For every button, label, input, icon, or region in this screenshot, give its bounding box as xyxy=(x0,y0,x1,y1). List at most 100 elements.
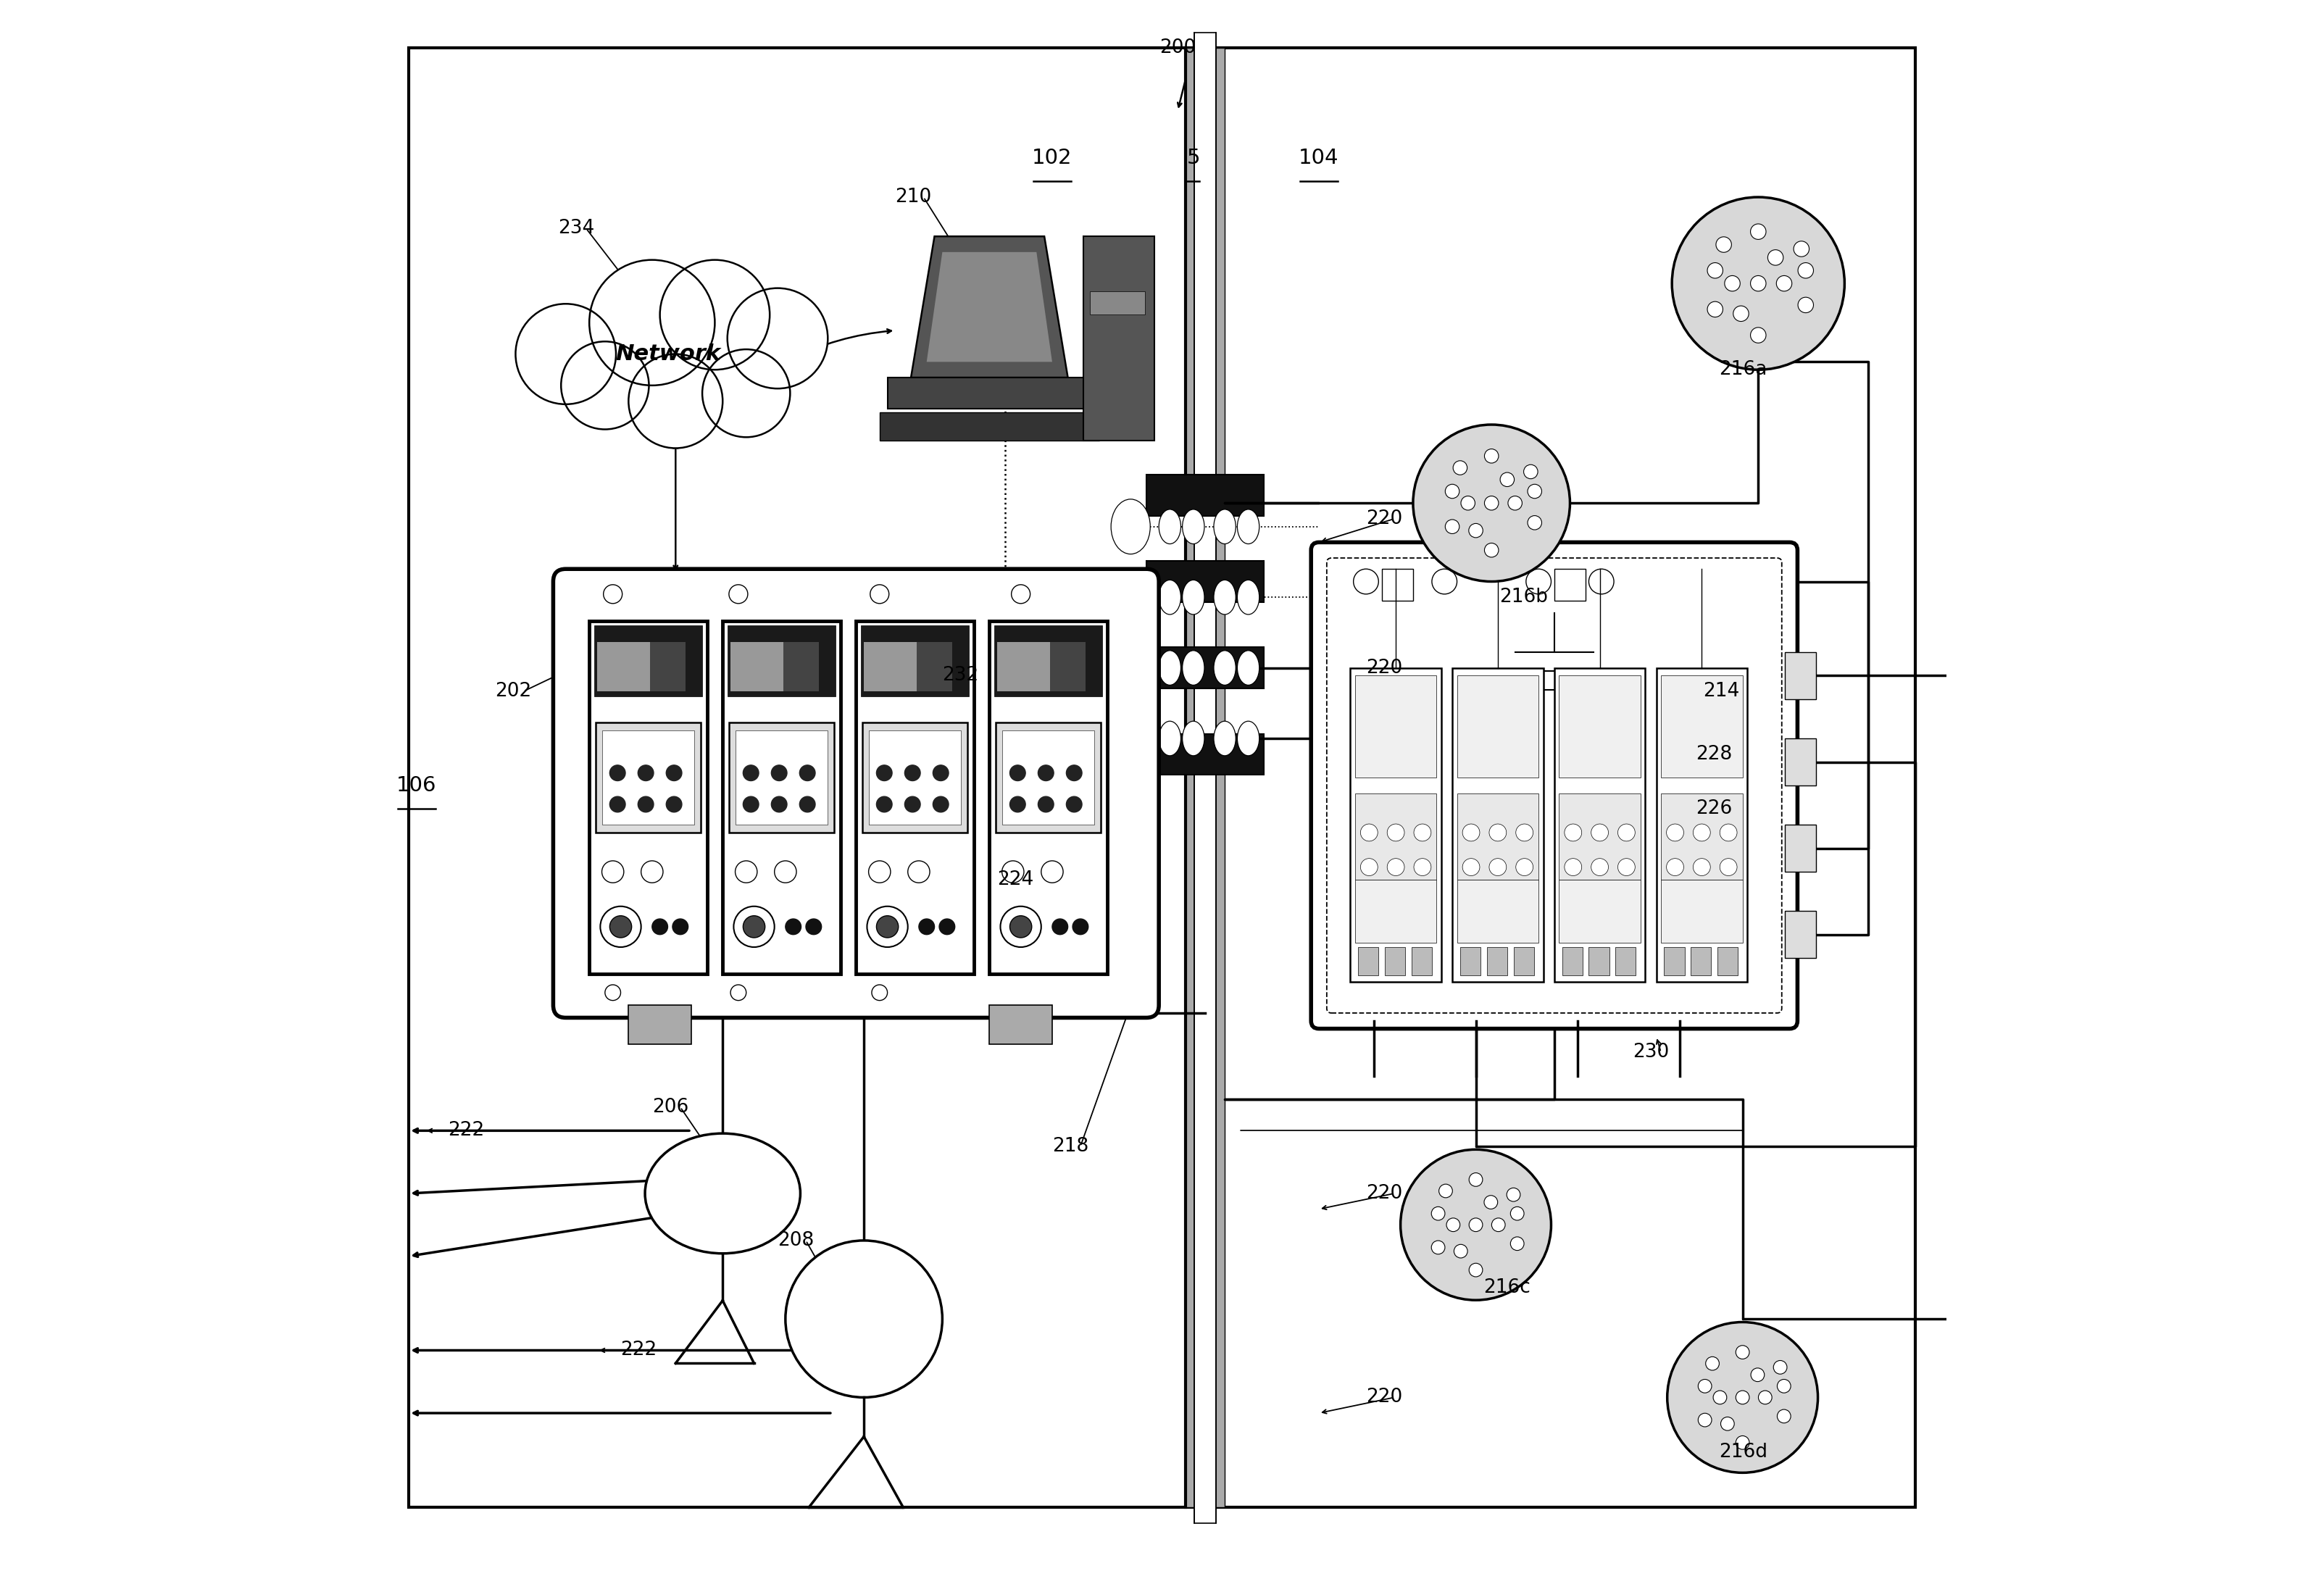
Circle shape xyxy=(1527,484,1541,498)
Bar xyxy=(1083,236,1155,440)
Circle shape xyxy=(604,584,623,603)
Bar xyxy=(723,621,841,974)
Text: 220: 220 xyxy=(1367,1185,1401,1203)
Bar xyxy=(1355,676,1436,778)
Circle shape xyxy=(1011,765,1025,781)
Circle shape xyxy=(1508,496,1522,511)
Ellipse shape xyxy=(1183,580,1204,614)
Bar xyxy=(1559,880,1641,943)
Circle shape xyxy=(1515,823,1534,840)
Ellipse shape xyxy=(1213,650,1236,685)
Ellipse shape xyxy=(1213,509,1236,544)
Bar xyxy=(995,625,1102,696)
Bar xyxy=(1146,561,1264,602)
Text: 214: 214 xyxy=(1703,682,1741,701)
Bar xyxy=(997,643,1050,691)
Circle shape xyxy=(1011,916,1032,938)
Bar xyxy=(783,643,818,691)
Polygon shape xyxy=(927,251,1053,361)
Bar xyxy=(1452,668,1543,982)
Text: 200: 200 xyxy=(1160,39,1197,58)
Text: Network: Network xyxy=(616,344,720,364)
Text: 102: 102 xyxy=(1032,148,1071,168)
Circle shape xyxy=(1778,1379,1792,1393)
Bar xyxy=(1657,668,1748,982)
Circle shape xyxy=(1527,569,1550,594)
Bar xyxy=(1662,676,1743,778)
Circle shape xyxy=(1499,473,1515,487)
Bar xyxy=(1664,947,1685,976)
Bar xyxy=(730,723,834,833)
Circle shape xyxy=(1353,569,1378,594)
Bar xyxy=(1785,911,1817,958)
Bar xyxy=(1559,793,1641,880)
Circle shape xyxy=(1469,1218,1483,1232)
Bar xyxy=(1090,291,1146,314)
Circle shape xyxy=(1736,1436,1750,1450)
Circle shape xyxy=(1799,297,1813,313)
Circle shape xyxy=(1469,1263,1483,1277)
Bar xyxy=(1662,880,1743,943)
Circle shape xyxy=(1713,1390,1727,1404)
Circle shape xyxy=(1387,823,1404,840)
Bar xyxy=(1692,947,1710,976)
Circle shape xyxy=(1446,520,1459,534)
Circle shape xyxy=(653,919,667,935)
Ellipse shape xyxy=(1213,721,1236,756)
Text: 230: 230 xyxy=(1634,1043,1669,1062)
Text: 220: 220 xyxy=(1367,509,1401,528)
Circle shape xyxy=(1699,1379,1713,1393)
Circle shape xyxy=(1592,858,1608,875)
Ellipse shape xyxy=(574,314,762,393)
Text: 220: 220 xyxy=(1367,1389,1401,1406)
Bar xyxy=(888,377,1092,408)
Bar xyxy=(651,643,686,691)
FancyBboxPatch shape xyxy=(1311,542,1796,1029)
Circle shape xyxy=(1708,302,1722,317)
Circle shape xyxy=(1485,1196,1497,1210)
Circle shape xyxy=(1432,569,1457,594)
Circle shape xyxy=(1778,1409,1792,1423)
Circle shape xyxy=(999,906,1041,947)
Bar xyxy=(1146,734,1264,775)
Bar xyxy=(1717,947,1738,976)
Ellipse shape xyxy=(1213,580,1236,614)
Circle shape xyxy=(672,919,688,935)
Bar xyxy=(1555,668,1645,982)
Ellipse shape xyxy=(1236,721,1260,756)
Text: 222: 222 xyxy=(621,1342,658,1360)
Text: 206: 206 xyxy=(653,1098,688,1117)
Circle shape xyxy=(1564,823,1583,840)
Ellipse shape xyxy=(1236,650,1260,685)
Circle shape xyxy=(1039,765,1053,781)
Bar xyxy=(1785,825,1817,872)
Circle shape xyxy=(1413,424,1571,581)
Bar xyxy=(1590,947,1608,976)
Circle shape xyxy=(1724,275,1741,291)
Bar xyxy=(1457,676,1538,778)
Circle shape xyxy=(1053,919,1067,935)
Circle shape xyxy=(1360,858,1378,875)
Circle shape xyxy=(1720,1417,1734,1431)
Circle shape xyxy=(1799,262,1813,278)
Circle shape xyxy=(1002,861,1025,883)
Circle shape xyxy=(1666,1323,1817,1472)
Circle shape xyxy=(786,1241,941,1398)
Circle shape xyxy=(1671,196,1845,369)
Text: 216c: 216c xyxy=(1483,1279,1532,1298)
Bar xyxy=(1457,793,1538,880)
Circle shape xyxy=(876,765,892,781)
Bar xyxy=(1555,569,1585,600)
Circle shape xyxy=(1067,765,1083,781)
Circle shape xyxy=(932,765,948,781)
Circle shape xyxy=(660,259,769,369)
Circle shape xyxy=(1011,584,1030,603)
Bar xyxy=(1559,676,1641,778)
Circle shape xyxy=(1490,858,1506,875)
Bar xyxy=(1487,947,1508,976)
Circle shape xyxy=(516,303,616,404)
Circle shape xyxy=(1734,306,1748,322)
Circle shape xyxy=(1715,237,1731,253)
Polygon shape xyxy=(911,236,1067,377)
Circle shape xyxy=(1666,858,1683,875)
